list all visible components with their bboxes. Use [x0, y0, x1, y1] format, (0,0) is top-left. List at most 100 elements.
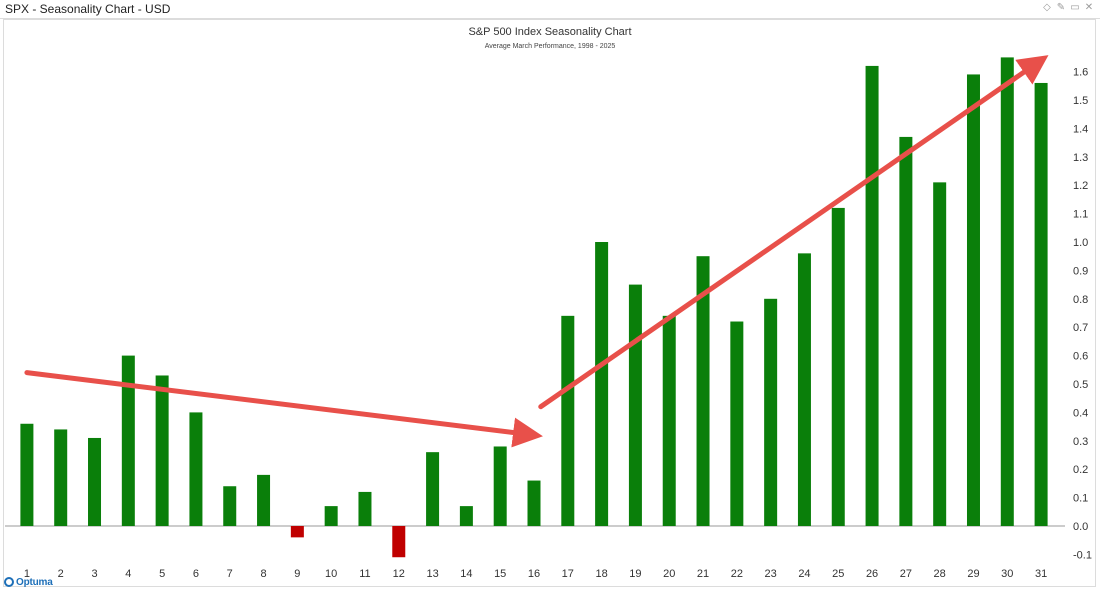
x-tick-label: 5	[159, 568, 165, 580]
restore-icon[interactable]: ▭	[1070, 2, 1080, 13]
window-titlebar: SPX - Seasonality Chart - USD ◇ ✎ ▭ ✕	[0, 0, 1100, 19]
y-tick-label: 1.5	[1073, 95, 1088, 107]
x-tick-label: 1	[24, 568, 30, 580]
x-tick-label: 20	[663, 568, 675, 580]
bar-day-16	[527, 480, 541, 526]
y-tick-label: 0.4	[1073, 407, 1088, 419]
bar-day-27	[899, 136, 913, 527]
y-tick-label: 1.4	[1073, 123, 1088, 135]
x-tick-label: 17	[562, 568, 574, 580]
bar-day-19	[628, 284, 642, 526]
x-tick-label: 7	[227, 568, 233, 580]
bar-day-1	[20, 423, 34, 526]
bar-day-31	[1034, 82, 1048, 527]
bar-day-14	[459, 506, 473, 526]
window-controls: ◇ ✎ ▭ ✕	[1042, 2, 1094, 13]
bar-day-15	[493, 446, 507, 526]
bar-day-11	[358, 491, 372, 526]
bar-day-20	[662, 315, 676, 526]
trend-annotations	[24, 55, 1049, 448]
y-tick-label: 0.8	[1073, 294, 1088, 306]
bar-day-29	[966, 74, 980, 526]
x-tick-label: 25	[832, 568, 844, 580]
chart-panel	[3, 19, 1096, 587]
bar-day-23	[764, 298, 778, 526]
x-tick-label: 13	[426, 568, 438, 580]
x-tick-label: 9	[294, 568, 300, 580]
y-tick-label: 1.3	[1073, 152, 1088, 164]
bar-day-28	[933, 182, 947, 527]
x-tick-label: 28	[934, 568, 946, 580]
x-tick-label: 18	[595, 568, 607, 580]
bar-day-17	[561, 315, 575, 526]
y-axis: -0.1 0.0 0.1 0.2 0.3 0.4 0.5 0.6 0.7 0.8 0.9 1.0 1.1…	[1073, 67, 1092, 562]
y-tick-label: 1.0	[1073, 237, 1088, 249]
x-tick-label: 2	[58, 568, 64, 580]
bar-day-22	[730, 321, 744, 526]
x-tick-label: 22	[731, 568, 743, 580]
y-tick-label: 1.1	[1073, 209, 1088, 221]
bar-day-8	[257, 474, 271, 526]
bar-day-25	[831, 207, 845, 527]
trend-arrow-2	[538, 55, 1049, 410]
bar-series	[20, 57, 1048, 558]
x-tick-label: 12	[393, 568, 405, 580]
close-icon[interactable]: ✕	[1084, 2, 1094, 13]
x-tick-label: 30	[1001, 568, 1013, 580]
x-tick-label: 8	[260, 568, 266, 580]
chart-title: S&P 500 Index Seasonality Chart	[468, 26, 631, 38]
optuma-logo-icon	[4, 577, 14, 587]
window-title: SPX - Seasonality Chart - USD	[5, 2, 171, 16]
x-tick-label: 4	[125, 568, 131, 580]
bar-day-12	[392, 526, 406, 558]
trend-arrow-1	[24, 370, 543, 448]
x-tick-label: 29	[967, 568, 979, 580]
bar-day-26	[865, 65, 879, 527]
y-tick-label: -0.1	[1073, 549, 1092, 561]
x-tick-label: 11	[359, 568, 370, 580]
x-tick-label: 31	[1035, 568, 1047, 580]
diamond-icon[interactable]: ◇	[1043, 2, 1051, 13]
bar-day-7	[223, 486, 237, 526]
x-tick-label: 16	[528, 568, 540, 580]
y-tick-label: 0.2	[1073, 464, 1088, 476]
x-axis: 1 2 3 4 5 6 7 8 9 10 11 12 13 14 15 16 17 18 19 20 21 22 23 24 2…	[24, 568, 1047, 580]
y-tick-label: 1.2	[1073, 180, 1088, 192]
pin-icon[interactable]: ✎	[1056, 2, 1066, 13]
y-tick-label: 0.5	[1073, 379, 1088, 391]
bar-day-6	[189, 412, 203, 526]
bar-day-30	[1000, 57, 1014, 527]
bar-day-13	[426, 452, 440, 526]
bar-day-9	[290, 526, 304, 538]
y-tick-label: 1.6	[1073, 67, 1088, 79]
x-tick-label: 21	[697, 568, 709, 580]
bar-day-3	[88, 437, 102, 526]
y-tick-label: 0.9	[1073, 265, 1088, 277]
bar-day-21	[696, 256, 710, 526]
y-tick-label: 0.1	[1073, 493, 1088, 505]
x-tick-label: 26	[866, 568, 878, 580]
bar-day-4	[121, 355, 135, 526]
x-tick-label: 14	[460, 568, 472, 580]
bar-day-5	[155, 375, 169, 526]
x-tick-label: 6	[193, 568, 199, 580]
x-tick-label: 3	[91, 568, 97, 580]
y-tick-label: 0.3	[1073, 436, 1088, 448]
bar-day-24	[797, 253, 811, 527]
x-tick-label: 19	[629, 568, 641, 580]
optuma-logo: Optuma	[4, 575, 53, 589]
x-tick-label: 27	[900, 568, 912, 580]
x-tick-label: 15	[494, 568, 506, 580]
bar-day-10	[324, 506, 338, 526]
optuma-logo-text: Optuma	[16, 576, 53, 588]
chart-subtitle: Average March Performance, 1998 - 2025	[485, 43, 616, 50]
y-tick-label: 0.7	[1073, 322, 1088, 334]
x-tick-label: 23	[765, 568, 777, 580]
x-tick-label: 24	[798, 568, 810, 580]
bar-day-18	[595, 242, 609, 526]
y-tick-label: 0.6	[1073, 351, 1088, 363]
x-tick-label: 10	[325, 568, 337, 580]
bar-day-2	[54, 429, 68, 526]
y-tick-label: 0.0	[1073, 521, 1088, 533]
